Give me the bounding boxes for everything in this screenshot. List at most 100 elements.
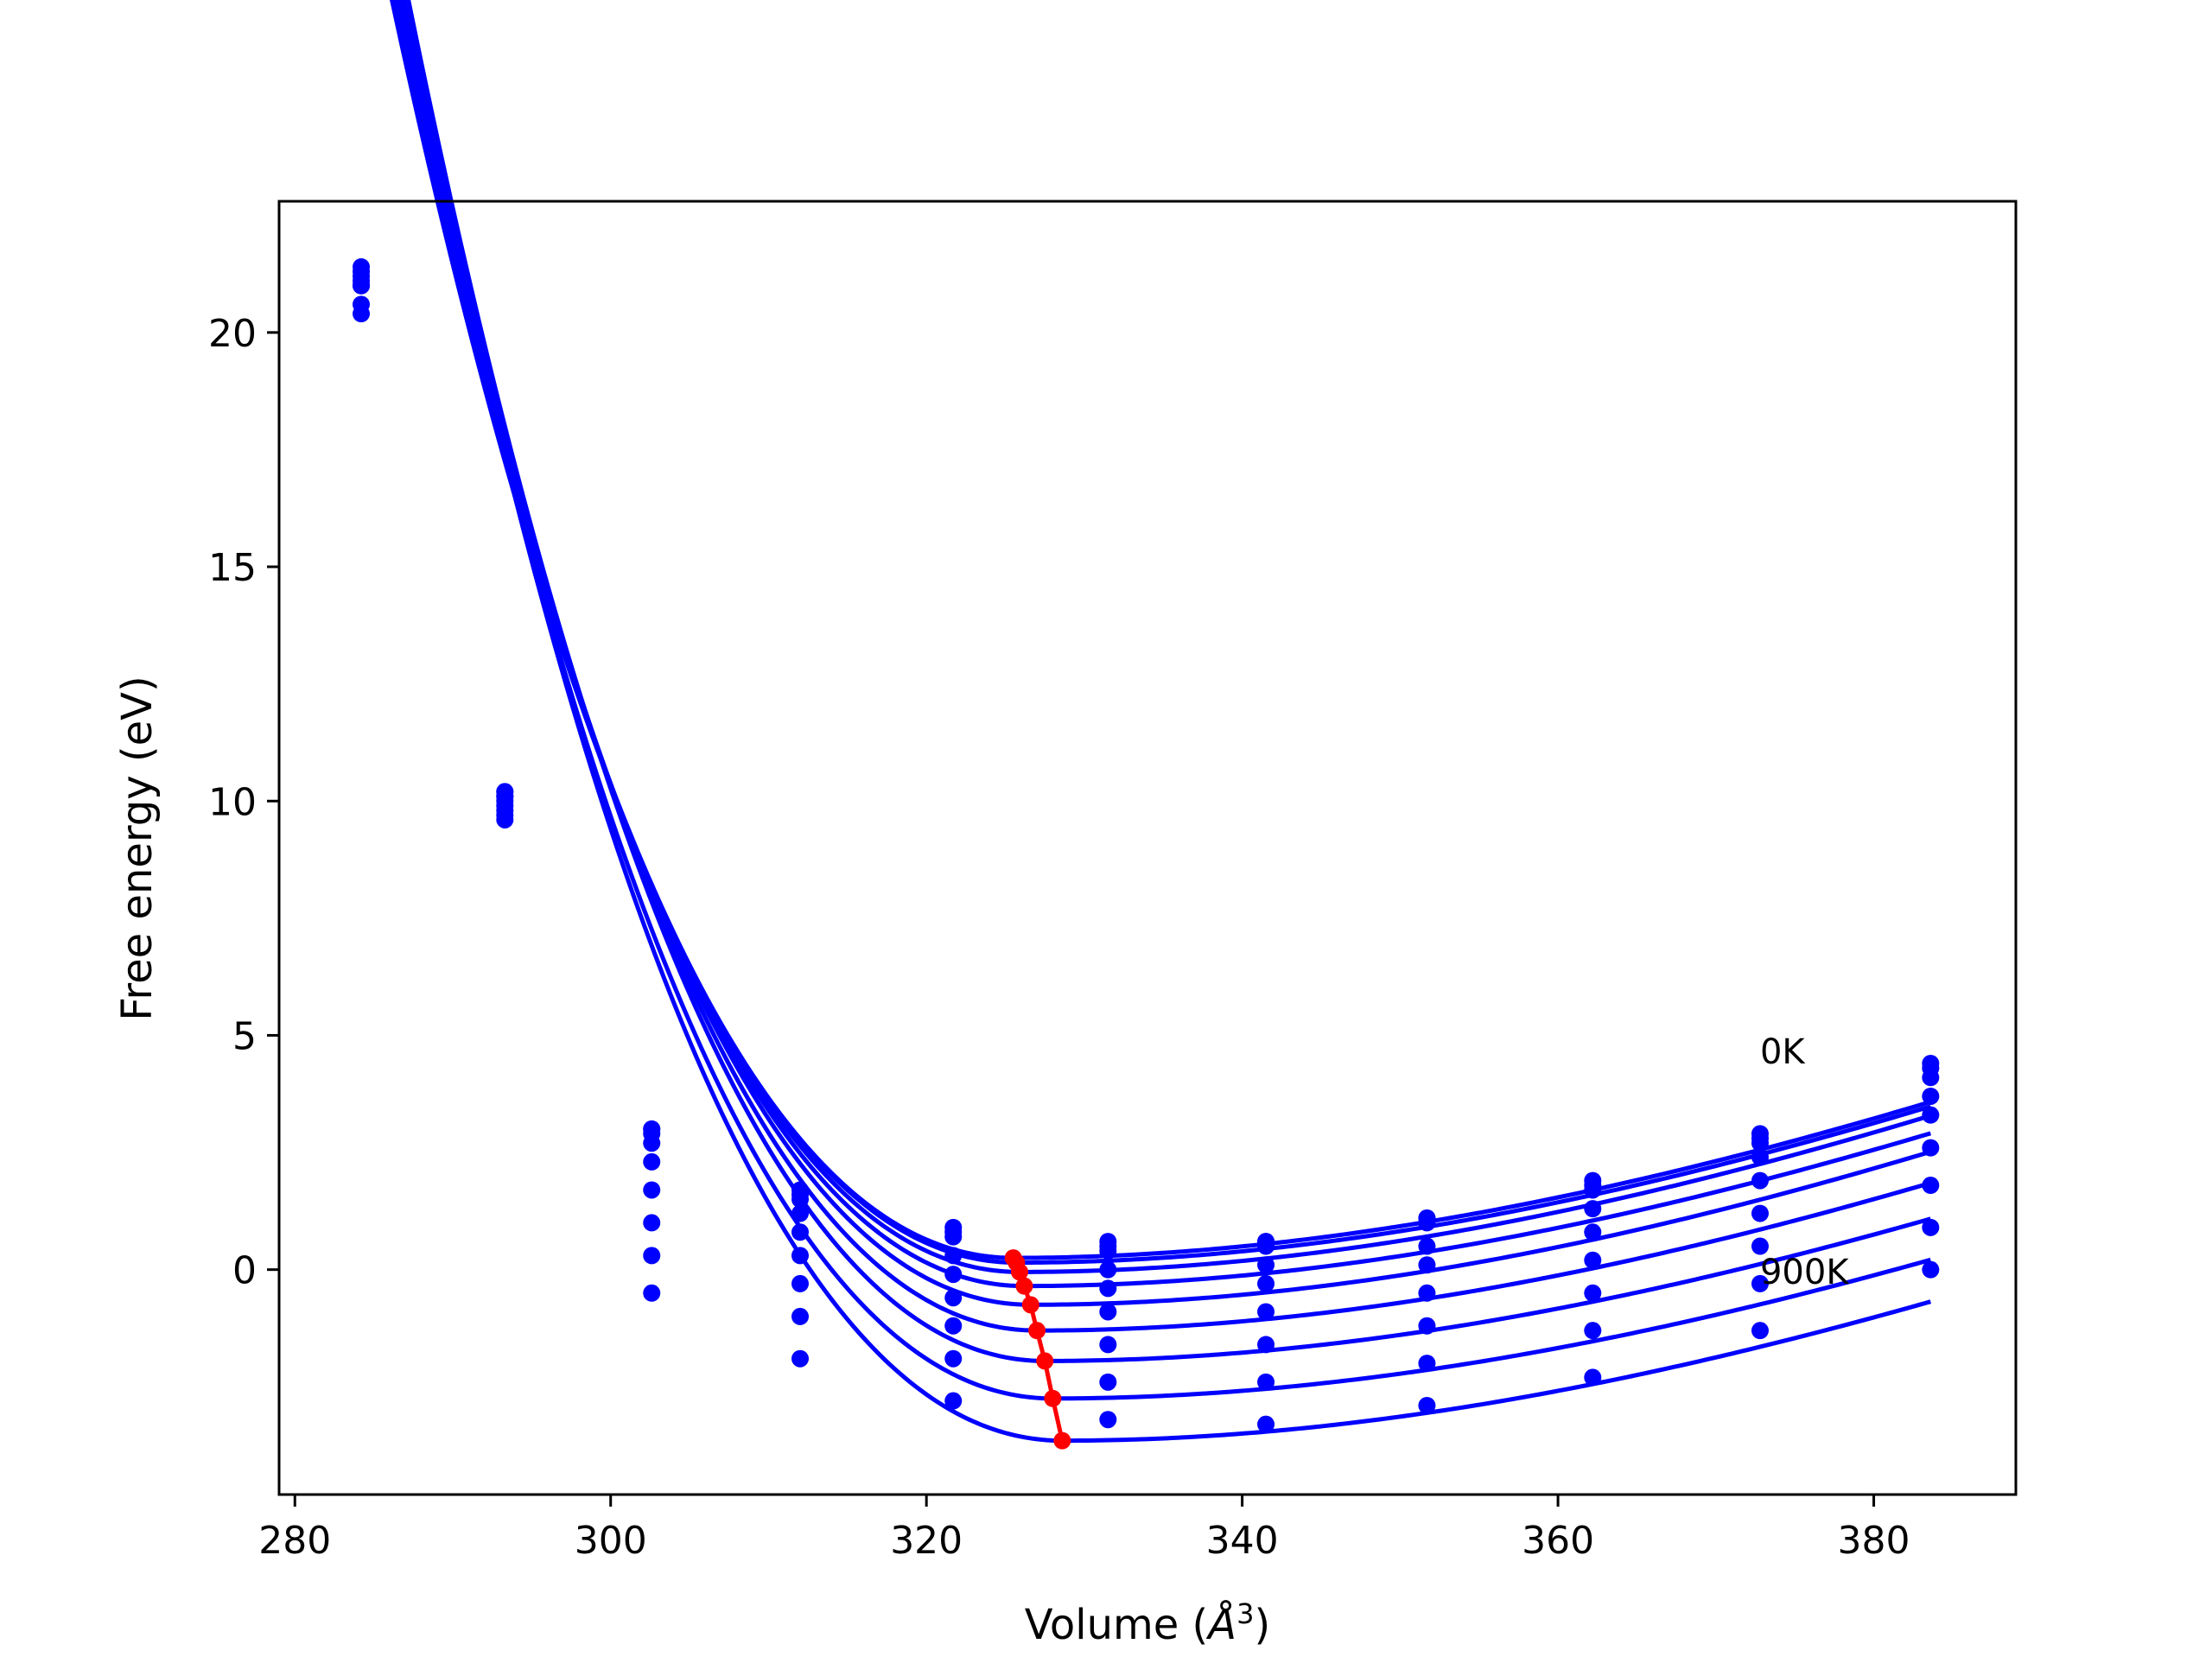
data-point xyxy=(1257,1303,1275,1321)
y-tick-label: 10 xyxy=(208,780,257,824)
fit-curve-200K xyxy=(391,0,1932,1274)
data-point xyxy=(1922,1087,1940,1105)
y-tick-label: 20 xyxy=(208,312,257,356)
fit-curves-layer xyxy=(390,0,1932,1444)
x-axis-ticks: 280 300 320 340 360 380 xyxy=(258,1495,1910,1563)
annotation-900K: 900K xyxy=(1760,1253,1850,1292)
data-point xyxy=(1257,1373,1275,1391)
data-point xyxy=(643,1134,661,1152)
x-tick-label: 280 xyxy=(258,1519,331,1563)
y-axis-title: Free energy (eV) xyxy=(113,676,162,1020)
data-point xyxy=(1099,1303,1117,1321)
data-point xyxy=(1099,1373,1117,1391)
data-point xyxy=(791,1247,809,1265)
data-point xyxy=(791,1204,809,1222)
data-point xyxy=(1922,1218,1940,1236)
data-point xyxy=(1257,1336,1275,1354)
data-point xyxy=(944,1392,963,1410)
fit-curve-500K xyxy=(402,0,1932,1333)
data-point xyxy=(353,257,371,276)
data-point xyxy=(1922,1139,1940,1157)
data-point xyxy=(1418,1284,1436,1302)
data-point xyxy=(1257,1256,1275,1274)
data-point xyxy=(1099,1279,1117,1298)
plot-frame xyxy=(277,200,2018,1496)
fit-curve-700K xyxy=(400,0,1932,1401)
data-point xyxy=(944,1289,963,1307)
data-point xyxy=(944,1247,963,1265)
data-point xyxy=(1418,1237,1436,1255)
data-point xyxy=(1751,1171,1769,1190)
data-point xyxy=(1922,1260,1940,1279)
data-point xyxy=(1418,1317,1436,1335)
data-point xyxy=(1099,1260,1117,1279)
data-point xyxy=(1418,1396,1436,1414)
x-tick-label: 300 xyxy=(575,1519,647,1563)
x-tick-label: 360 xyxy=(1522,1519,1594,1563)
x-tick-label: 380 xyxy=(1838,1519,1910,1563)
data-point xyxy=(791,1223,809,1241)
x-axis-title: Volume (Å3) xyxy=(1025,1597,1270,1649)
data-point xyxy=(1418,1214,1436,1232)
data-point xyxy=(1922,1069,1940,1087)
data-point xyxy=(791,1349,809,1368)
minima-layer xyxy=(1004,1249,1071,1450)
minimum-point xyxy=(1036,1352,1054,1370)
y-tick-label: 15 xyxy=(208,546,257,590)
data-point xyxy=(1257,1415,1275,1433)
data-point xyxy=(643,1152,661,1171)
data-point xyxy=(944,1349,963,1368)
data-point xyxy=(1099,1336,1117,1354)
minimum-point xyxy=(1044,1389,1062,1407)
data-point xyxy=(944,1317,963,1335)
y-axis-ticks: 0 5 10 15 20 xyxy=(208,312,279,1293)
data-points-layer xyxy=(353,257,1940,1433)
data-point xyxy=(1751,1322,1769,1340)
data-point xyxy=(1584,1368,1602,1387)
annotations-layer: 0K 900K xyxy=(1760,1032,1850,1292)
fit-curve-900K xyxy=(402,0,1932,1444)
data-point xyxy=(1922,1106,1940,1124)
x-tick-label: 320 xyxy=(890,1519,963,1563)
data-point xyxy=(643,1247,661,1265)
data-point xyxy=(791,1307,809,1325)
data-point xyxy=(1584,1322,1602,1340)
minimum-point xyxy=(1021,1296,1039,1314)
data-point xyxy=(1922,1177,1940,1195)
data-point xyxy=(643,1284,661,1302)
minimum-point xyxy=(1010,1263,1028,1281)
data-point xyxy=(1584,1181,1602,1199)
data-point xyxy=(1584,1284,1602,1302)
data-point xyxy=(1257,1237,1275,1255)
data-point xyxy=(791,1274,809,1292)
data-point xyxy=(1099,1241,1117,1260)
minimum-point xyxy=(1015,1277,1033,1295)
data-point xyxy=(496,810,514,828)
fit-curve-400K xyxy=(397,0,1932,1307)
data-point xyxy=(944,1228,963,1246)
data-point xyxy=(1751,1237,1769,1255)
data-point xyxy=(1584,1223,1602,1241)
data-point xyxy=(643,1181,661,1199)
data-point xyxy=(643,1214,661,1232)
data-point xyxy=(944,1266,963,1284)
data-point xyxy=(353,305,371,323)
minimum-point xyxy=(1028,1322,1046,1340)
fit-curve-0K xyxy=(390,0,1932,1260)
data-point xyxy=(1751,1204,1769,1222)
annotation-0K: 0K xyxy=(1760,1032,1806,1072)
x-tick-label: 340 xyxy=(1206,1519,1279,1563)
fit-curve-300K xyxy=(394,0,1932,1289)
data-point xyxy=(1584,1200,1602,1218)
data-point xyxy=(1418,1355,1436,1373)
data-point xyxy=(1099,1411,1117,1429)
data-point xyxy=(1751,1134,1769,1152)
fit-curve-100K xyxy=(391,0,1932,1266)
data-point xyxy=(1584,1251,1602,1269)
data-point xyxy=(1418,1256,1436,1274)
data-point xyxy=(1751,1148,1769,1166)
data-point xyxy=(791,1190,809,1209)
y-tick-label: 5 xyxy=(232,1014,257,1058)
